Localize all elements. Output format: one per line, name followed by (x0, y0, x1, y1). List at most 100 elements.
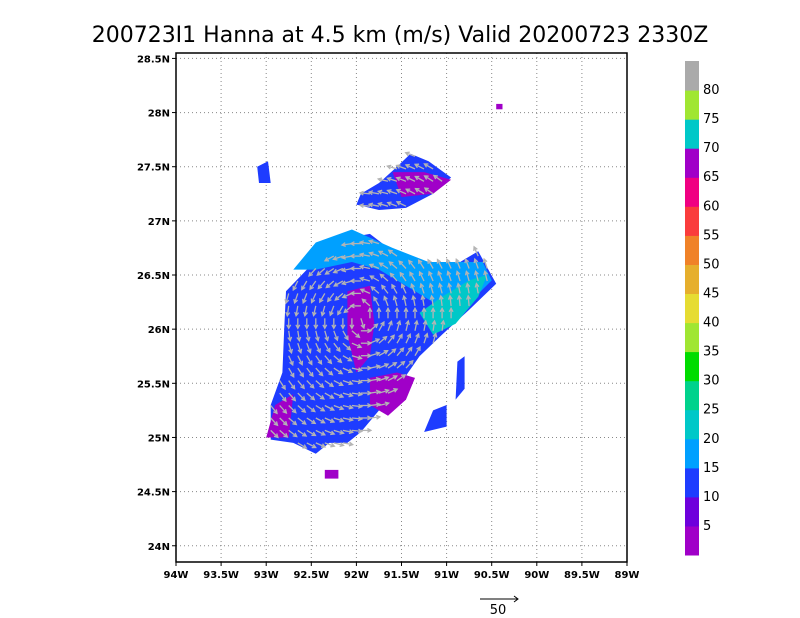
colorbar-label: 60 (703, 199, 720, 214)
wind-vector (301, 280, 308, 290)
wind-vector (393, 296, 398, 307)
wind-vector-head (319, 298, 324, 304)
wind-vector (467, 295, 470, 306)
wind-vector-head (383, 350, 389, 355)
wind-vector-head (367, 427, 373, 433)
wind-vector-head (320, 443, 327, 448)
wind-vector-head (423, 187, 429, 192)
colorbar-segment (685, 235, 699, 265)
wind-vector (306, 429, 316, 436)
wind-vector-head (357, 428, 364, 434)
wind-vector (324, 404, 335, 411)
wind-vector-head (358, 276, 365, 282)
wind-vector-head (300, 384, 305, 390)
wind-vector-head (483, 269, 488, 276)
wind-vector (412, 295, 416, 307)
wind-vector (387, 334, 395, 344)
wind-vector (399, 272, 407, 282)
wind-vector (369, 240, 380, 245)
wind-vector (396, 189, 407, 195)
wind-vector-head (402, 294, 407, 301)
wind-vector (383, 296, 389, 307)
wind-vector-head (282, 408, 288, 415)
wind-vector-head (322, 324, 328, 330)
wind-vector (333, 417, 344, 422)
wind-vector-head (340, 242, 346, 248)
wind-vector-head (437, 270, 443, 276)
wind-vector-head (310, 298, 316, 304)
wind-vector (378, 402, 389, 407)
wind-vector-head (380, 320, 385, 327)
colorbar: 5 10 15 20 25 30 35 40 45 50 55 60 65 70 75 80 (685, 61, 720, 556)
wind-vector (288, 367, 295, 378)
wind-vector (360, 277, 371, 282)
wind-vector-head (395, 164, 401, 169)
wind-vector-head (296, 336, 302, 343)
wind-vector-head (455, 270, 461, 276)
wind-vector-head (309, 285, 314, 291)
wind-region-band-east-small (424, 405, 447, 432)
wind-vector (414, 163, 425, 170)
wind-vector-head (387, 249, 393, 255)
wind-vector (437, 271, 443, 282)
wind-vector (359, 253, 371, 257)
wind-vector-head (348, 441, 355, 447)
wind-vector-head (348, 429, 355, 435)
wind-vector (359, 192, 370, 195)
wind-vector (297, 355, 303, 365)
wind-vector (408, 260, 416, 269)
wind-vector-head (482, 257, 488, 264)
wind-vector (351, 379, 362, 383)
wind-vector (329, 305, 335, 316)
wind-vector-head (281, 396, 287, 403)
wind-vector-head (313, 324, 319, 330)
wind-vector-head (302, 444, 308, 449)
wind-vector-head (343, 308, 349, 314)
wind-vector (295, 305, 299, 316)
wind-vector (324, 330, 329, 341)
wind-vector-head (385, 306, 391, 313)
wind-vector-head (437, 282, 443, 288)
wind-vector (387, 201, 398, 207)
wind-vector (342, 292, 353, 298)
wind-vector-head (375, 351, 381, 357)
wind-vector-head (333, 282, 339, 287)
wind-vector (297, 392, 306, 401)
colorbar-label: 35 (703, 345, 720, 360)
wind-vector (297, 342, 302, 353)
wind-vector (388, 249, 398, 257)
wind-vector-head (432, 174, 438, 180)
wind-vector-head (355, 333, 361, 339)
wind-vector-head (281, 384, 286, 391)
wind-vector-head (320, 406, 326, 412)
wind-vector-head (320, 431, 327, 436)
wind-vector-head (465, 282, 471, 288)
wind-vector-head (423, 175, 429, 180)
wind-vector-head (329, 406, 336, 411)
wind-vector-head (348, 368, 354, 374)
wind-vector-head (407, 346, 413, 352)
wind-vector (297, 367, 304, 377)
wind-vector-head (329, 418, 336, 423)
wind-vector-head (289, 372, 295, 378)
wind-vector-head (283, 432, 289, 438)
wind-vector (446, 259, 452, 269)
wind-vector-head (386, 176, 392, 182)
wind-vector (297, 442, 307, 449)
wind-vector-head (405, 319, 410, 326)
wind-vector-head (377, 201, 383, 207)
wind-vector (297, 330, 301, 341)
wind-vector (292, 280, 299, 291)
wind-region-fleck-west (257, 161, 271, 183)
wind-vector (288, 405, 297, 414)
wind-vector-head (300, 396, 306, 402)
wind-vector-head (410, 282, 415, 289)
wind-vector (436, 259, 443, 269)
wind-vector-head (466, 294, 471, 300)
wind-vector-head (400, 360, 406, 366)
wind-vector-head (427, 258, 432, 264)
wind-vector (288, 355, 294, 366)
wind-vector (288, 417, 297, 425)
wind-vector (288, 429, 298, 438)
